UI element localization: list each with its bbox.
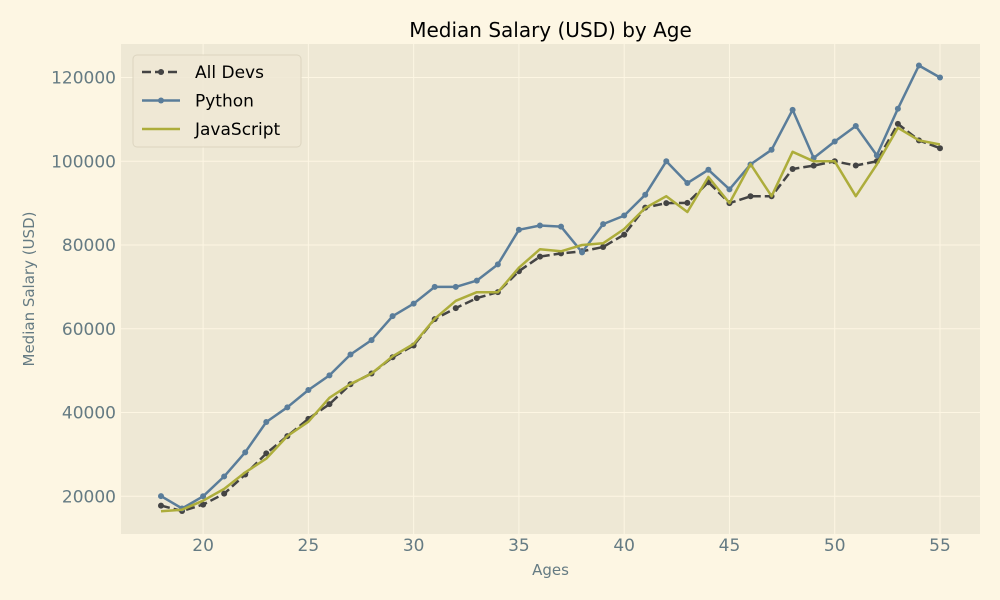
data-point-all-devs — [536, 253, 543, 260]
data-point-python — [642, 191, 649, 198]
x-tick-label: 20 — [192, 536, 214, 556]
data-point-python — [158, 493, 165, 500]
data-point-python — [221, 473, 228, 480]
data-point-all-devs — [621, 231, 628, 238]
data-point-python — [410, 300, 417, 307]
x-tick-label: 40 — [613, 536, 635, 556]
y-tick-label: 20000 — [62, 487, 116, 507]
legend-marker-all-devs — [158, 69, 164, 75]
data-point-python — [684, 180, 691, 187]
legend-box — [132, 54, 302, 148]
data-point-python — [347, 351, 354, 358]
data-point-python — [473, 277, 480, 284]
data-point-python — [789, 106, 796, 113]
data-point-all-devs — [326, 401, 333, 408]
data-point-python — [452, 283, 459, 290]
x-tick-label: 30 — [403, 536, 425, 556]
data-point-python — [768, 146, 775, 153]
grid-lines — [121, 44, 980, 534]
data-point-python — [389, 313, 396, 320]
data-point-python — [621, 212, 628, 219]
y-tick-label: 60000 — [62, 320, 116, 340]
data-point-all-devs — [600, 243, 607, 250]
series-line-javascript — [160, 126, 941, 513]
data-point-python — [663, 158, 670, 165]
data-point-all-devs — [684, 199, 691, 206]
data-point-all-devs — [473, 295, 480, 302]
y-axis-label: Median Salary (USD) — [20, 212, 38, 367]
data-point-all-devs — [158, 502, 165, 509]
data-point-python — [368, 337, 375, 344]
data-point-all-devs — [894, 120, 901, 127]
data-point-python — [515, 226, 522, 233]
data-point-python — [431, 283, 438, 290]
y-tick-label: 100000 — [51, 152, 116, 172]
data-point-all-devs — [810, 162, 817, 169]
series-line-python — [160, 64, 941, 510]
x-tick-label: 55 — [929, 536, 951, 556]
data-point-all-devs — [263, 450, 270, 457]
legend: All Devs Python JavaScript — [132, 54, 302, 148]
x-tick-label: 45 — [719, 536, 741, 556]
series-group — [158, 62, 943, 514]
data-point-python — [915, 62, 922, 69]
data-point-python — [263, 419, 270, 426]
data-point-python — [494, 261, 501, 268]
data-point-python — [242, 449, 249, 456]
data-point-python — [284, 404, 291, 411]
legend-label-all-devs: All Devs — [195, 63, 264, 83]
data-point-python — [558, 223, 565, 230]
data-point-all-devs — [852, 162, 859, 169]
legend-label-javascript: JavaScript — [194, 120, 281, 140]
y-tick-label: 40000 — [62, 404, 116, 424]
data-point-all-devs — [221, 490, 228, 497]
chart-title: Median Salary (USD) by Age — [409, 18, 692, 42]
data-point-python — [600, 221, 607, 228]
data-point-all-devs — [747, 193, 754, 200]
data-point-python — [726, 186, 733, 193]
data-point-python — [536, 222, 543, 229]
y-tick-label: 120000 — [51, 69, 116, 89]
data-point-python — [326, 372, 333, 379]
data-point-python — [579, 249, 586, 256]
data-point-all-devs — [789, 166, 796, 173]
data-point-all-devs — [663, 200, 670, 207]
x-tick-label: 50 — [824, 536, 846, 556]
x-axis-label: Ages — [532, 561, 569, 579]
legend-marker-python — [158, 97, 164, 104]
data-point-python — [705, 166, 712, 173]
data-point-python — [831, 138, 838, 145]
data-point-python — [305, 387, 312, 394]
x-tick-label: 35 — [508, 536, 530, 556]
data-point-python — [852, 122, 859, 129]
data-point-python — [936, 74, 943, 81]
data-point-python — [200, 493, 207, 500]
data-point-python — [894, 105, 901, 112]
data-point-all-devs — [936, 145, 943, 152]
data-point-all-devs — [200, 501, 207, 508]
legend-label-python: Python — [195, 92, 254, 112]
x-tick-label: 25 — [298, 536, 320, 556]
y-tick-label: 80000 — [62, 236, 116, 256]
data-point-all-devs — [452, 305, 459, 312]
tick-labels: 20 25 30 35 40 45 50 55 20000 40000 60000 80000 1000… — [51, 69, 951, 556]
data-point-python — [873, 152, 880, 159]
